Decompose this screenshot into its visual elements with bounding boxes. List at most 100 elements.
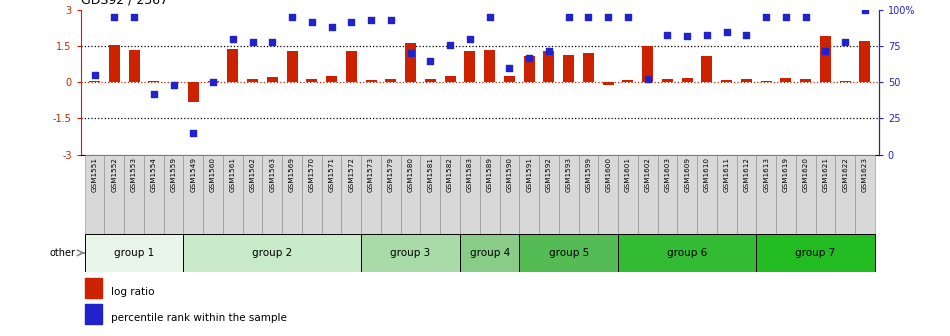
Text: GSM1613: GSM1613 xyxy=(763,157,770,192)
Point xyxy=(225,36,240,42)
Point xyxy=(561,14,577,20)
Text: GSM1549: GSM1549 xyxy=(190,157,197,192)
Bar xyxy=(406,43,416,82)
Bar xyxy=(247,79,258,82)
Text: GSM1589: GSM1589 xyxy=(486,157,493,192)
Bar xyxy=(148,81,160,82)
Text: GSM1579: GSM1579 xyxy=(388,157,394,192)
Point xyxy=(739,32,754,37)
Point xyxy=(166,83,181,88)
Point xyxy=(383,17,398,23)
FancyBboxPatch shape xyxy=(618,234,756,272)
FancyBboxPatch shape xyxy=(124,155,144,234)
Text: GSM1570: GSM1570 xyxy=(309,157,314,192)
FancyBboxPatch shape xyxy=(697,155,717,234)
FancyBboxPatch shape xyxy=(341,155,361,234)
Point xyxy=(600,14,616,20)
Text: group 7: group 7 xyxy=(795,248,836,258)
Text: GSM1562: GSM1562 xyxy=(250,157,256,192)
Point xyxy=(205,80,220,85)
Bar xyxy=(425,79,436,82)
Point xyxy=(660,32,675,37)
Text: GSM1551: GSM1551 xyxy=(91,157,98,192)
Point xyxy=(87,73,103,78)
Bar xyxy=(701,56,712,82)
FancyBboxPatch shape xyxy=(756,234,875,272)
Text: other: other xyxy=(50,248,76,258)
FancyBboxPatch shape xyxy=(302,155,322,234)
FancyBboxPatch shape xyxy=(579,155,598,234)
Text: GSM1620: GSM1620 xyxy=(803,157,808,192)
FancyBboxPatch shape xyxy=(223,155,242,234)
Text: GSM1573: GSM1573 xyxy=(368,157,374,192)
Bar xyxy=(89,81,100,82)
FancyBboxPatch shape xyxy=(480,155,500,234)
Text: GSM1560: GSM1560 xyxy=(210,157,216,192)
Point xyxy=(304,19,319,24)
Point xyxy=(719,29,734,34)
Bar xyxy=(307,79,317,82)
Text: GSM1592: GSM1592 xyxy=(546,157,552,192)
Bar xyxy=(386,79,396,82)
Bar xyxy=(761,81,771,82)
Text: GSM1600: GSM1600 xyxy=(605,157,611,192)
Point xyxy=(699,32,714,37)
Text: group 5: group 5 xyxy=(548,248,589,258)
FancyBboxPatch shape xyxy=(815,155,835,234)
FancyBboxPatch shape xyxy=(262,155,282,234)
Bar xyxy=(682,79,693,82)
Text: GSM1572: GSM1572 xyxy=(349,157,354,192)
FancyBboxPatch shape xyxy=(796,155,815,234)
Bar xyxy=(820,36,831,82)
Text: GSM1609: GSM1609 xyxy=(684,157,690,192)
Point xyxy=(423,58,438,64)
Text: GSM1553: GSM1553 xyxy=(131,157,137,192)
Point xyxy=(542,48,557,53)
Point xyxy=(798,14,813,20)
Text: GSM1580: GSM1580 xyxy=(408,157,413,192)
FancyBboxPatch shape xyxy=(183,234,361,272)
Point xyxy=(106,14,122,20)
FancyBboxPatch shape xyxy=(104,155,124,234)
Text: GSM1552: GSM1552 xyxy=(111,157,118,192)
Bar xyxy=(523,56,535,82)
Point xyxy=(758,14,773,20)
Text: GSM1610: GSM1610 xyxy=(704,157,710,192)
FancyBboxPatch shape xyxy=(677,155,697,234)
Text: group 1: group 1 xyxy=(114,248,154,258)
FancyBboxPatch shape xyxy=(520,234,618,272)
Text: group 2: group 2 xyxy=(252,248,293,258)
Text: GSM1559: GSM1559 xyxy=(171,157,177,192)
Text: percentile rank within the sample: percentile rank within the sample xyxy=(111,312,287,323)
Text: GSM1611: GSM1611 xyxy=(724,157,730,192)
Point xyxy=(778,14,793,20)
FancyBboxPatch shape xyxy=(163,155,183,234)
Point xyxy=(265,39,280,45)
FancyBboxPatch shape xyxy=(835,155,855,234)
Bar xyxy=(366,80,376,82)
Bar xyxy=(543,51,554,82)
Bar xyxy=(465,50,475,82)
FancyBboxPatch shape xyxy=(440,155,460,234)
Point xyxy=(857,7,872,13)
Text: GSM1563: GSM1563 xyxy=(270,157,275,192)
Bar xyxy=(741,79,751,82)
FancyBboxPatch shape xyxy=(460,234,520,272)
FancyBboxPatch shape xyxy=(637,155,657,234)
FancyBboxPatch shape xyxy=(559,155,579,234)
Bar xyxy=(602,82,614,85)
FancyBboxPatch shape xyxy=(322,155,341,234)
Text: GSM1603: GSM1603 xyxy=(664,157,671,192)
Text: GSM1590: GSM1590 xyxy=(506,157,512,192)
Bar xyxy=(781,79,791,82)
Point xyxy=(364,17,379,23)
Point xyxy=(443,42,458,47)
Point xyxy=(580,14,596,20)
Bar xyxy=(109,45,120,82)
FancyBboxPatch shape xyxy=(242,155,262,234)
Point xyxy=(482,14,497,20)
Point xyxy=(146,91,162,96)
Text: GSM1601: GSM1601 xyxy=(625,157,631,192)
Bar xyxy=(346,51,357,82)
Text: GSM1612: GSM1612 xyxy=(744,157,750,192)
